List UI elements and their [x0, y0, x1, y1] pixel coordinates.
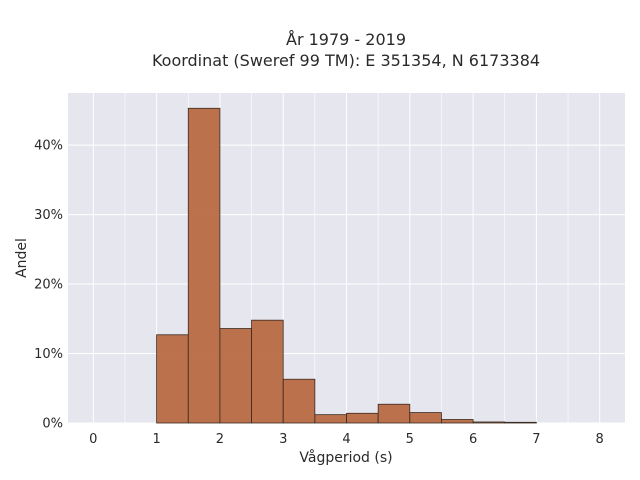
x-tick-label: 2 — [216, 432, 224, 447]
chart-title-line-1: År 1979 - 2019 — [286, 30, 406, 49]
histogram-bar-6 — [346, 412, 379, 424]
x-tick-label: 5 — [406, 432, 414, 447]
histogram-bar-2 — [219, 328, 252, 424]
x-axis-ticks: 0 1 2 3 4 5 6 7 8 — [89, 432, 604, 447]
y-tick-label: 40% — [34, 139, 63, 154]
histogram-bar-9 — [441, 419, 474, 424]
x-tick-label: 8 — [596, 432, 604, 447]
x-tick-label: 1 — [152, 432, 160, 447]
histogram-bar-4 — [282, 378, 316, 424]
x-tick-label: 4 — [342, 432, 350, 447]
histogram-bar-11 — [504, 421, 537, 424]
histogram-bar-10 — [472, 421, 506, 424]
x-tick-label: 7 — [532, 432, 540, 447]
chart-title-line-2: Koordinat (Sweref 99 TM): E 351354, N 61… — [152, 51, 540, 70]
histogram-bar-8 — [409, 412, 442, 424]
histogram-bar-7 — [377, 403, 411, 424]
x-tick-label: 0 — [89, 432, 97, 447]
y-tick-label: 20% — [34, 278, 63, 293]
x-tick-label: 3 — [279, 432, 287, 447]
histogram-bars — [156, 107, 537, 424]
x-tick-label: 6 — [469, 432, 477, 447]
y-tick-label: 0% — [42, 417, 63, 432]
y-axis-ticks: 0% 10% 20% 30% 40% — [34, 139, 63, 432]
histogram-bar-3 — [251, 319, 284, 424]
histogram-bar-5 — [314, 414, 347, 424]
y-tick-label: 30% — [34, 208, 63, 223]
grid-lines — [68, 93, 625, 424]
y-axis-label: Andel — [14, 238, 30, 278]
y-tick-label: 10% — [34, 347, 63, 362]
histogram-bar-0 — [156, 334, 189, 424]
x-axis-label: Vågperiod (s) — [299, 449, 392, 466]
histogram-bar-1 — [187, 107, 221, 424]
